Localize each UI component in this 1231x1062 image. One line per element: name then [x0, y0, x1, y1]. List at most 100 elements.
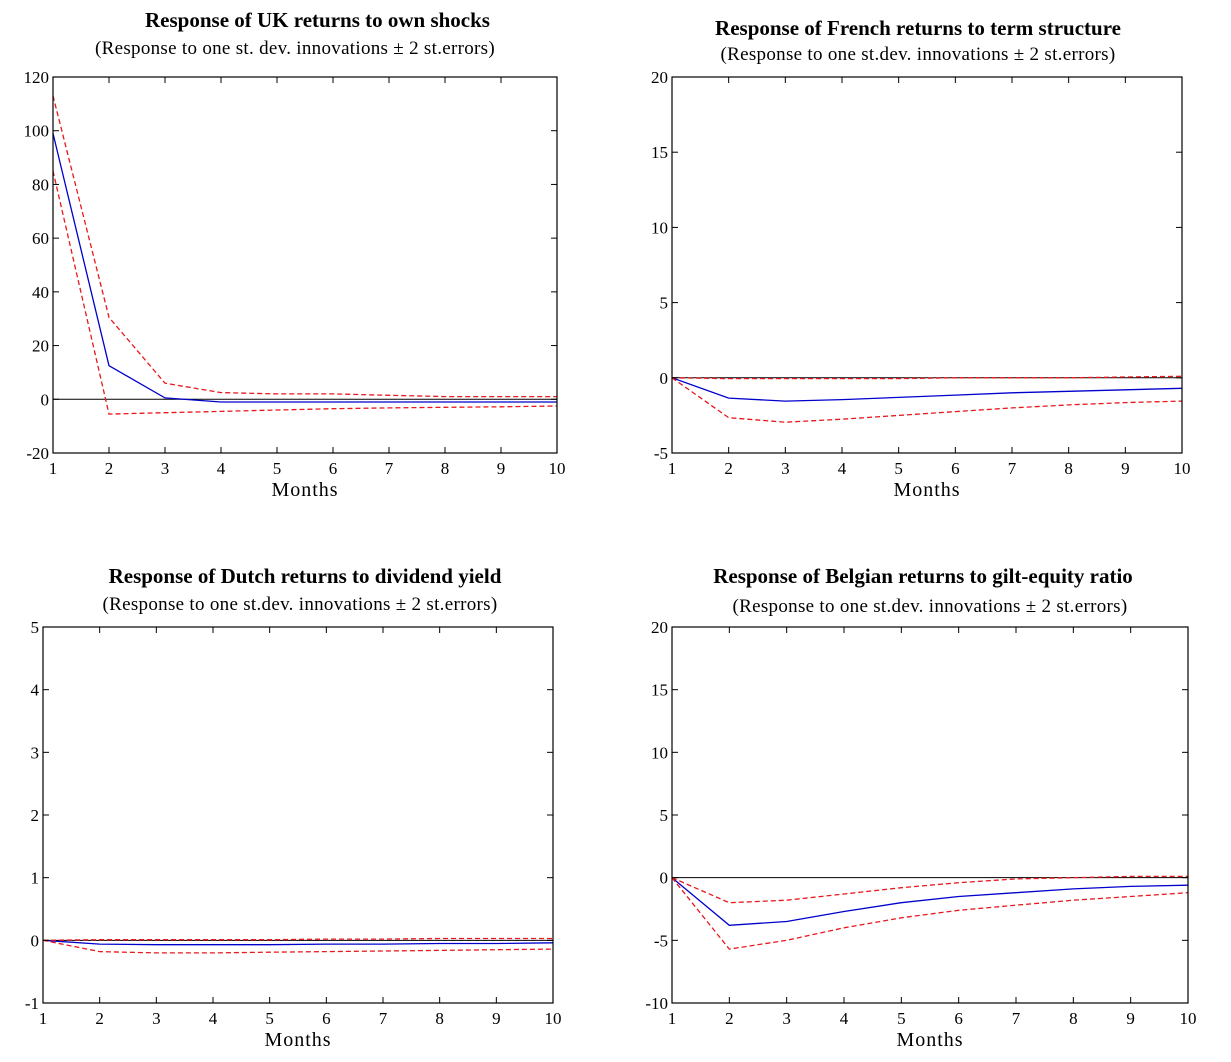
- x-tick-label: 1: [668, 1009, 677, 1028]
- y-tick-label: 15: [651, 681, 668, 700]
- x-tick-label: 1: [668, 459, 677, 478]
- y-tick-label: 3: [31, 743, 40, 762]
- x-tick-label: 6: [951, 459, 960, 478]
- x-tick-label: 5: [894, 459, 903, 478]
- x-tick-label: 10: [549, 459, 566, 478]
- x-tick-label: 7: [379, 1009, 388, 1028]
- x-tick-label: 2: [724, 459, 733, 478]
- y-tick-label: -20: [26, 444, 49, 463]
- x-tick-label: 10: [1180, 1009, 1197, 1028]
- x-tick-label: 9: [492, 1009, 501, 1028]
- x-axis-label: Months: [264, 1029, 331, 1051]
- chart-subtitle: (Response to one st.dev. innovations ± 2…: [102, 594, 498, 615]
- x-tick-label: 4: [840, 1009, 849, 1028]
- y-tick-label: 5: [660, 294, 669, 313]
- upper-band-line: [671, 875, 1188, 904]
- chart-subtitle: (Response to one st.dev. innovations ± 2…: [720, 44, 1116, 65]
- y-tick-label: 10: [651, 743, 668, 762]
- lower-band-line: [42, 939, 554, 954]
- response-line: [671, 877, 1189, 926]
- y-tick-label: -5: [654, 931, 668, 950]
- x-tick-label: 3: [161, 459, 170, 478]
- response-line: [42, 939, 554, 946]
- x-tick-label: 1: [39, 1009, 48, 1028]
- y-tick-label: -1: [25, 994, 39, 1013]
- chart-panel-dutch: Response of Dutch returns to dividend yi…: [0, 530, 600, 1062]
- response-line: [52, 133, 557, 403]
- y-tick-label: 0: [660, 869, 669, 888]
- chart-plot: -10 -5 0 5 10 15 20 1 2 3 4 5 6 7 8 9 10 Months: [645, 618, 1197, 1051]
- y-tick-label: 5: [31, 618, 40, 637]
- plot-frame: [671, 76, 1183, 454]
- x-tick-label: 4: [209, 1009, 218, 1028]
- chart-title: Response of French returns to term struc…: [715, 16, 1121, 40]
- x-tick-label: 4: [838, 459, 847, 478]
- x-tick-label: 9: [1121, 459, 1130, 478]
- x-tick-label: 10: [545, 1009, 562, 1028]
- y-tick-label: 0: [660, 369, 669, 388]
- y-tick-label: 0: [31, 931, 40, 950]
- x-tick-label: 9: [1126, 1009, 1135, 1028]
- y-tick-label: 80: [32, 175, 49, 194]
- x-tick-label: 8: [1069, 1009, 1078, 1028]
- y-tick-label: 20: [651, 618, 668, 637]
- chart-panel-belgian: Response of Belgian returns to gilt-equi…: [615, 530, 1231, 1062]
- y-tick-label: 120: [24, 68, 50, 87]
- x-tick-label: 7: [385, 459, 394, 478]
- y-tick-label: 1: [31, 869, 40, 888]
- x-tick-label: 3: [781, 459, 790, 478]
- chart-plot: -20 0 20 40 60 80 100 120 1 2 3 4 5 6 7 8 9 10 Months: [24, 68, 566, 501]
- x-axis-label: Months: [896, 1029, 963, 1051]
- plot-frame: [671, 626, 1189, 1004]
- chart-panel-uk: Response of UK returns to own shocks (Re…: [0, 0, 600, 530]
- chart-plot: -5 0 5 10 15 20 1 2 3 4 5 6 7 8 9 10 Months: [651, 68, 1191, 501]
- y-tick-label: 10: [651, 218, 668, 237]
- upper-band-line: [42, 937, 553, 941]
- x-tick-label: 2: [725, 1009, 734, 1028]
- y-tick-label: 60: [32, 229, 49, 248]
- chart-title: Response of Belgian returns to gilt-equi…: [713, 564, 1133, 588]
- chart-subtitle: (Response to one st.dev. innovations ± 2…: [732, 596, 1128, 617]
- x-tick-label: 4: [217, 459, 226, 478]
- upper-band-line: [52, 95, 557, 398]
- lower-band-line: [671, 877, 1189, 950]
- x-tick-label: 7: [1012, 1009, 1021, 1028]
- x-tick-label: 10: [1174, 459, 1191, 478]
- x-tick-label: 3: [782, 1009, 791, 1028]
- y-tick-label: 5: [660, 806, 669, 825]
- y-tick-label: 20: [32, 337, 49, 356]
- y-tick-label: 4: [31, 681, 40, 700]
- y-tick-label: 100: [24, 122, 50, 141]
- plot-frame: [52, 76, 558, 454]
- x-axis-label: Months: [271, 479, 338, 501]
- upper-band-line: [671, 375, 1183, 380]
- y-tick-label: 40: [32, 283, 49, 302]
- x-tick-label: 8: [435, 1009, 444, 1028]
- x-tick-label: 5: [273, 459, 282, 478]
- x-tick-label: 6: [329, 459, 338, 478]
- x-tick-label: 8: [441, 459, 450, 478]
- response-line: [671, 377, 1183, 402]
- y-tick-label: 2: [31, 806, 40, 825]
- x-tick-label: 3: [152, 1009, 161, 1028]
- plot-frame: [42, 626, 554, 1004]
- x-tick-label: 7: [1008, 459, 1017, 478]
- chart-title: Response of Dutch returns to dividend yi…: [108, 564, 502, 588]
- x-tick-label: 8: [1064, 459, 1073, 478]
- x-tick-label: 2: [105, 459, 114, 478]
- chart-plot: -1 0 1 2 3 4 5 1 2 3 4 5 6 7 8 9 10 Months: [25, 618, 562, 1051]
- y-tick-label: 0: [41, 390, 50, 409]
- x-tick-label: 2: [95, 1009, 104, 1028]
- y-tick-label: 15: [651, 143, 668, 162]
- x-tick-label: 9: [497, 459, 506, 478]
- x-axis-label: Months: [893, 479, 960, 501]
- x-tick-label: 6: [954, 1009, 963, 1028]
- x-tick-label: 5: [265, 1009, 274, 1028]
- lower-band-line: [671, 377, 1183, 423]
- x-tick-label: 6: [322, 1009, 331, 1028]
- y-tick-label: -10: [645, 994, 668, 1013]
- chart-subtitle: (Response to one st. dev. innovations ± …: [95, 38, 495, 59]
- y-tick-label: -5: [654, 444, 668, 463]
- x-tick-label: 1: [49, 459, 58, 478]
- chart-title: Response of UK returns to own shocks: [145, 8, 490, 32]
